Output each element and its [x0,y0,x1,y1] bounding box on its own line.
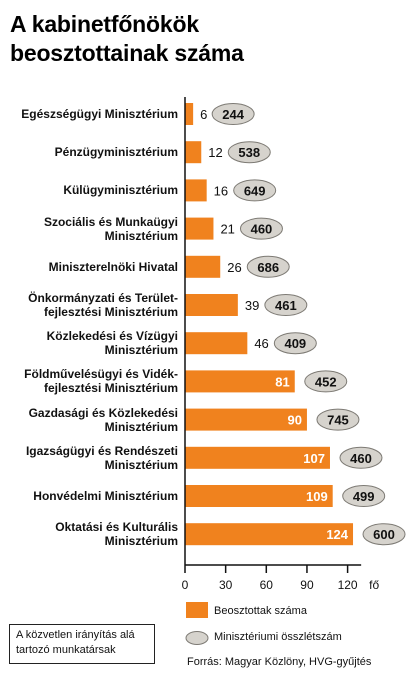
category-label: Pénzügyminisztérium [3,145,178,159]
legend-ellipse-swatch [185,631,209,645]
legend-bar-swatch [186,602,208,618]
category-label: Miniszterelnöki Hivatal [3,260,178,274]
bar-value-label: 6 [200,107,207,122]
bar-value-label: 39 [245,298,259,313]
category-label-line: Önkormányzati és Terület- [28,291,178,305]
total-ellipse [342,485,386,507]
total-ellipse [239,217,283,240]
chart-title: A kabinetfőnökök beosztottainak száma [10,10,400,68]
total-ellipse [304,370,348,393]
total-ellipse [246,255,290,278]
bar [185,141,202,164]
note-box: A közvetlen irányítás alá tartozó munkat… [9,624,155,664]
x-tick-label: 60 [260,578,274,592]
bar-value-label: 16 [214,183,228,198]
x-tick-label: 90 [300,578,314,592]
note-line1: A közvetlen irányítás alá [16,629,135,641]
category-label-line: fejlesztési Minisztérium [43,381,178,396]
x-unit-label: fő [369,578,379,592]
bar [185,523,354,546]
note-line2: tartozó munkatársak [16,644,116,656]
category-label-line: Közlekedési és Vízügyi [46,329,178,344]
category-label-line: Miniszterelnöki Hivatal [48,259,178,274]
x-tick-label: 0 [182,578,189,592]
category-label-line: Minisztérium [104,419,178,434]
category-label-line: Oktatási és Kulturális [55,520,178,535]
bar [185,255,221,278]
total-ellipse [211,103,255,125]
legend-bar-label: Beosztottak száma [214,605,307,617]
bar-value-label: 21 [220,222,234,237]
chart-title-line2: beosztottainak száma [10,40,244,66]
total-value-label: 461 [275,298,297,313]
category-label-line: Minisztérium [104,534,178,549]
bar-value-label: 46 [254,336,268,351]
category-label: Honvédelmi Minisztérium [3,489,178,503]
category-label-line: Gazdasági és Közlekedési [28,405,178,420]
total-value-label: 538 [238,145,260,160]
bar-value-label: 109 [306,489,328,504]
category-label-line: Pénzügyminisztérium [54,145,178,160]
total-value-label: 649 [244,183,266,198]
bar-value-label: 90 [287,413,301,428]
total-value-label: 499 [353,489,375,504]
category-label-line: Földművelésügyi és Vidék- [24,367,178,382]
bar [185,294,238,316]
bar-value-label: 107 [303,451,325,466]
category-label: Igazságügyi és Rendészeti Minisztérium [3,444,178,472]
total-value-label: 460 [350,451,372,466]
source-text: Forrás: Magyar Közlöny, HVG-gyűjtés [187,656,372,668]
category-label: Külügyminisztérium [3,183,178,197]
bar [185,370,295,393]
total-value-label: 460 [251,222,273,237]
total-value-label: 452 [315,374,337,389]
category-label: Önkormányzati és Terület-fejlesztési Min… [3,291,178,319]
category-label-line: Egészségügyi Minisztérium [21,107,178,121]
bar [185,446,330,469]
bar-value-label: 12 [208,145,222,160]
total-value-label: 686 [257,260,279,275]
bar [185,408,307,431]
category-label-line: Minisztérium [104,457,178,472]
bar-value-label: 26 [227,260,241,275]
x-tick-label: 120 [338,578,358,592]
category-label: Gazdasági és Közlekedési Minisztérium [3,406,178,434]
bar [185,485,333,507]
category-label: Földművelésügyi és Vidék-fejlesztési Min… [3,367,178,395]
bar-value-label: 124 [326,527,348,542]
bar [185,332,248,355]
total-value-label: 244 [222,107,244,122]
chart-title-line1: A kabinetfőnökök [10,11,199,37]
category-label: Közlekedési és Vízügyi Minisztérium [3,329,178,357]
category-label-line: Szociális és Munkaügyi [43,214,178,229]
category-label-line: Külügyminisztérium [63,183,178,198]
bar [185,179,207,202]
total-ellipse [227,141,271,164]
category-label-line: Minisztérium [104,343,178,358]
category-label-line: fejlesztési Minisztérium [43,305,178,319]
category-label: Oktatási és Kulturális Minisztérium [3,520,178,548]
bar [185,103,194,125]
total-ellipse [233,179,277,202]
total-ellipse [273,332,317,355]
category-label-line: Honvédelmi Minisztérium [33,489,178,503]
category-label-line: Igazságügyi és Rendészeti [25,443,178,458]
total-value-label: 600 [373,527,395,542]
total-value-label: 745 [327,413,349,428]
total-ellipse [362,523,406,546]
x-tick-label: 30 [219,578,233,592]
total-ellipse [264,294,308,316]
bar [185,217,214,240]
bar-value-label: 81 [275,374,289,389]
total-value-label: 409 [284,336,306,351]
legend-ellipse-label: Minisztériumi összlétszám [214,631,342,643]
category-label-line: Minisztérium [104,228,178,243]
category-label: Egészségügyi Minisztérium [3,107,178,121]
category-label: Szociális és Munkaügyi Minisztérium [3,215,178,243]
total-ellipse [316,408,360,431]
total-ellipse [339,446,383,469]
